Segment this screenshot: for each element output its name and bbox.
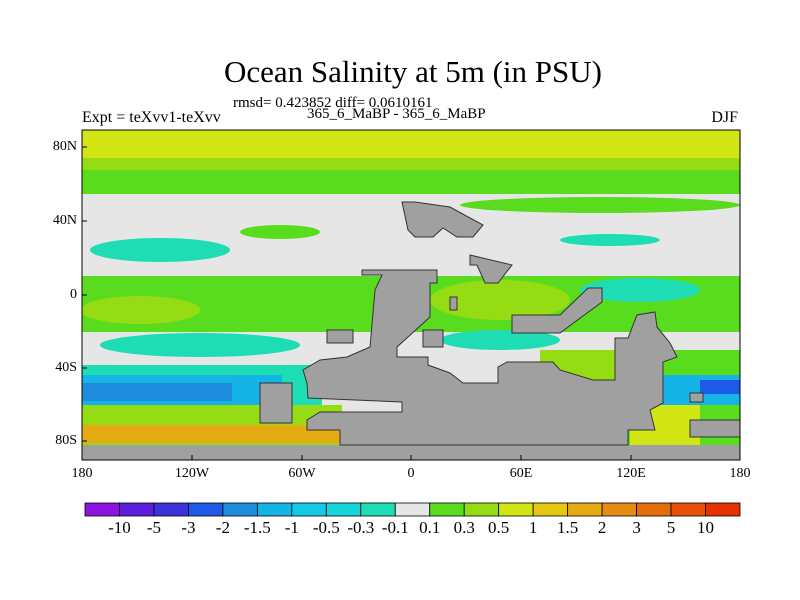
colorbar-label: -0.3 [347, 518, 375, 537]
x-tick-label: 60E [509, 466, 533, 481]
colorbar-label: 1 [528, 518, 538, 537]
y-tick-label: 40S [55, 360, 77, 375]
axis-ticks [81, 146, 632, 460]
x-tick-label: 180 [71, 466, 93, 481]
colorbar-label: -2 [215, 518, 230, 537]
colorbar-box [601, 502, 637, 517]
y-tick-label: 0 [70, 287, 77, 302]
colorbar-box [670, 502, 706, 517]
colorbar-label: 10 [697, 518, 715, 537]
colorbar-label: -10 [108, 518, 131, 537]
colorbar-box [360, 502, 396, 517]
colorbar-label: 2 [597, 518, 607, 537]
land-masses [259, 201, 740, 446]
colorbar-label: -0.1 [381, 518, 409, 537]
colorbar-label: -1.5 [243, 518, 271, 537]
colorbar-label: 0.1 [419, 518, 441, 537]
experiment-label: Expt = teXvv1-teXvv [82, 109, 221, 126]
x-tick-label: 120W [174, 466, 210, 481]
y-tick-label: 80S [55, 433, 77, 448]
colorbar-box [291, 502, 327, 517]
colorbar-box [429, 502, 465, 517]
x-tick-label: 60W [288, 466, 316, 481]
colorbar-box [153, 502, 189, 517]
colorbar-box [222, 502, 258, 517]
colorbar-box [498, 502, 534, 517]
stats-label: rmsd= 0.423852 diff= 0.0610161 [233, 95, 433, 111]
colorbar-box [705, 502, 741, 517]
colorbar-box [256, 502, 293, 517]
season-label: DJF [711, 109, 738, 126]
y-tick-label: 40N [52, 213, 77, 228]
colorbar-box [119, 502, 155, 517]
colorbar-box [567, 502, 603, 517]
colorbar-label: -5 [146, 518, 162, 537]
colorbar-label: 0.3 [453, 518, 475, 537]
colorbar-label: -3 [181, 518, 196, 537]
x-tick-label: 180 [729, 466, 751, 481]
colorbar-box [394, 502, 431, 517]
colorbar-box [325, 502, 362, 517]
colorbar-box [84, 502, 120, 517]
colorbar-box [463, 502, 500, 517]
colorbar-box [188, 502, 224, 517]
colorbar-box [636, 502, 672, 517]
y-tick-label: 80N [52, 139, 77, 154]
x-tick-label: 0 [407, 466, 415, 481]
plot-title: Ocean Salinity at 5m (in PSU) [224, 54, 602, 89]
colorbar-label: 5 [666, 518, 676, 537]
colorbar-label: 1.5 [557, 518, 579, 537]
colorbar-label: -0.5 [312, 518, 340, 537]
colorbar-label: -1 [284, 518, 299, 537]
colorbar-box [532, 502, 569, 517]
comparison-label: 365_6_MaBP - 365_6_MaBP [307, 106, 486, 122]
x-tick-label: 120E [616, 466, 646, 481]
colorbar-label: 3 [632, 518, 641, 537]
colorbar [84, 502, 741, 517]
colorbar-label: 0.5 [488, 518, 510, 537]
salinity-field [82, 130, 740, 460]
